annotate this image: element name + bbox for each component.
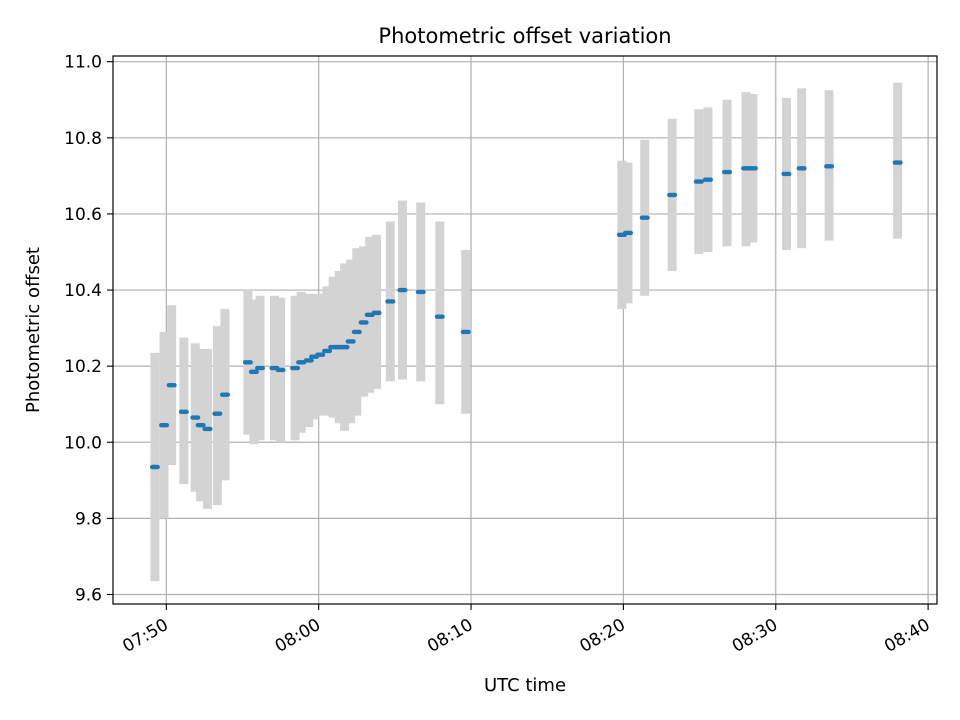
data-point — [351, 329, 362, 335]
data-point — [248, 369, 259, 375]
data-point — [622, 230, 633, 236]
data-point — [781, 171, 792, 177]
plot-frame — [112, 55, 938, 605]
data-point — [315, 352, 326, 357]
error-bar — [435, 221, 445, 405]
data-point — [290, 365, 301, 371]
x-axis-label: UTC time — [484, 675, 566, 696]
y-tick-label: 10.4 — [64, 281, 102, 301]
y-tick-label: 10.0 — [64, 433, 102, 453]
data-point — [202, 426, 213, 432]
data-point — [190, 415, 201, 420]
y-tick-label: 10.8 — [64, 129, 102, 149]
data-point — [219, 392, 230, 397]
y-axis-ticks: 9.6 9.8 10.0 10.2 10.4 10.6 10.8 11.0 — [64, 53, 113, 605]
data-point — [322, 348, 333, 354]
y-axis-label: Photometric offset — [23, 247, 44, 413]
data-point — [667, 192, 678, 198]
data-point — [397, 287, 408, 293]
data-point — [159, 422, 170, 428]
data-point — [212, 411, 223, 416]
data-point — [339, 344, 350, 350]
y-tick-label: 9.6 — [75, 585, 102, 605]
data-point — [275, 367, 286, 373]
data-point — [434, 314, 445, 319]
data-point — [303, 358, 314, 363]
data-point — [358, 320, 369, 325]
data-point — [892, 160, 903, 165]
data-point — [385, 299, 396, 304]
data-point — [242, 360, 253, 365]
chart-title: Photometric offset variation — [378, 24, 671, 48]
data-point — [639, 215, 650, 220]
data-point — [722, 169, 733, 175]
y-tick-label: 10.6 — [64, 205, 102, 225]
y-tick-label: 10.2 — [64, 357, 102, 377]
data-point — [195, 422, 206, 428]
y-tick-label: 11.0 — [64, 53, 102, 73]
data-point — [460, 329, 471, 335]
data-point — [149, 464, 160, 470]
data-point — [824, 164, 835, 169]
data-point — [255, 365, 266, 371]
data-point — [702, 177, 713, 182]
data-point — [371, 310, 382, 316]
data-point — [296, 360, 307, 365]
data-point — [747, 166, 758, 171]
data-point — [345, 339, 356, 344]
data-point — [693, 179, 704, 184]
data-points — [149, 160, 903, 470]
y-tick-label: 9.8 — [75, 509, 102, 529]
data-point — [166, 382, 177, 388]
data-point — [415, 289, 426, 295]
data-point — [178, 409, 189, 415]
data-point — [796, 166, 807, 171]
